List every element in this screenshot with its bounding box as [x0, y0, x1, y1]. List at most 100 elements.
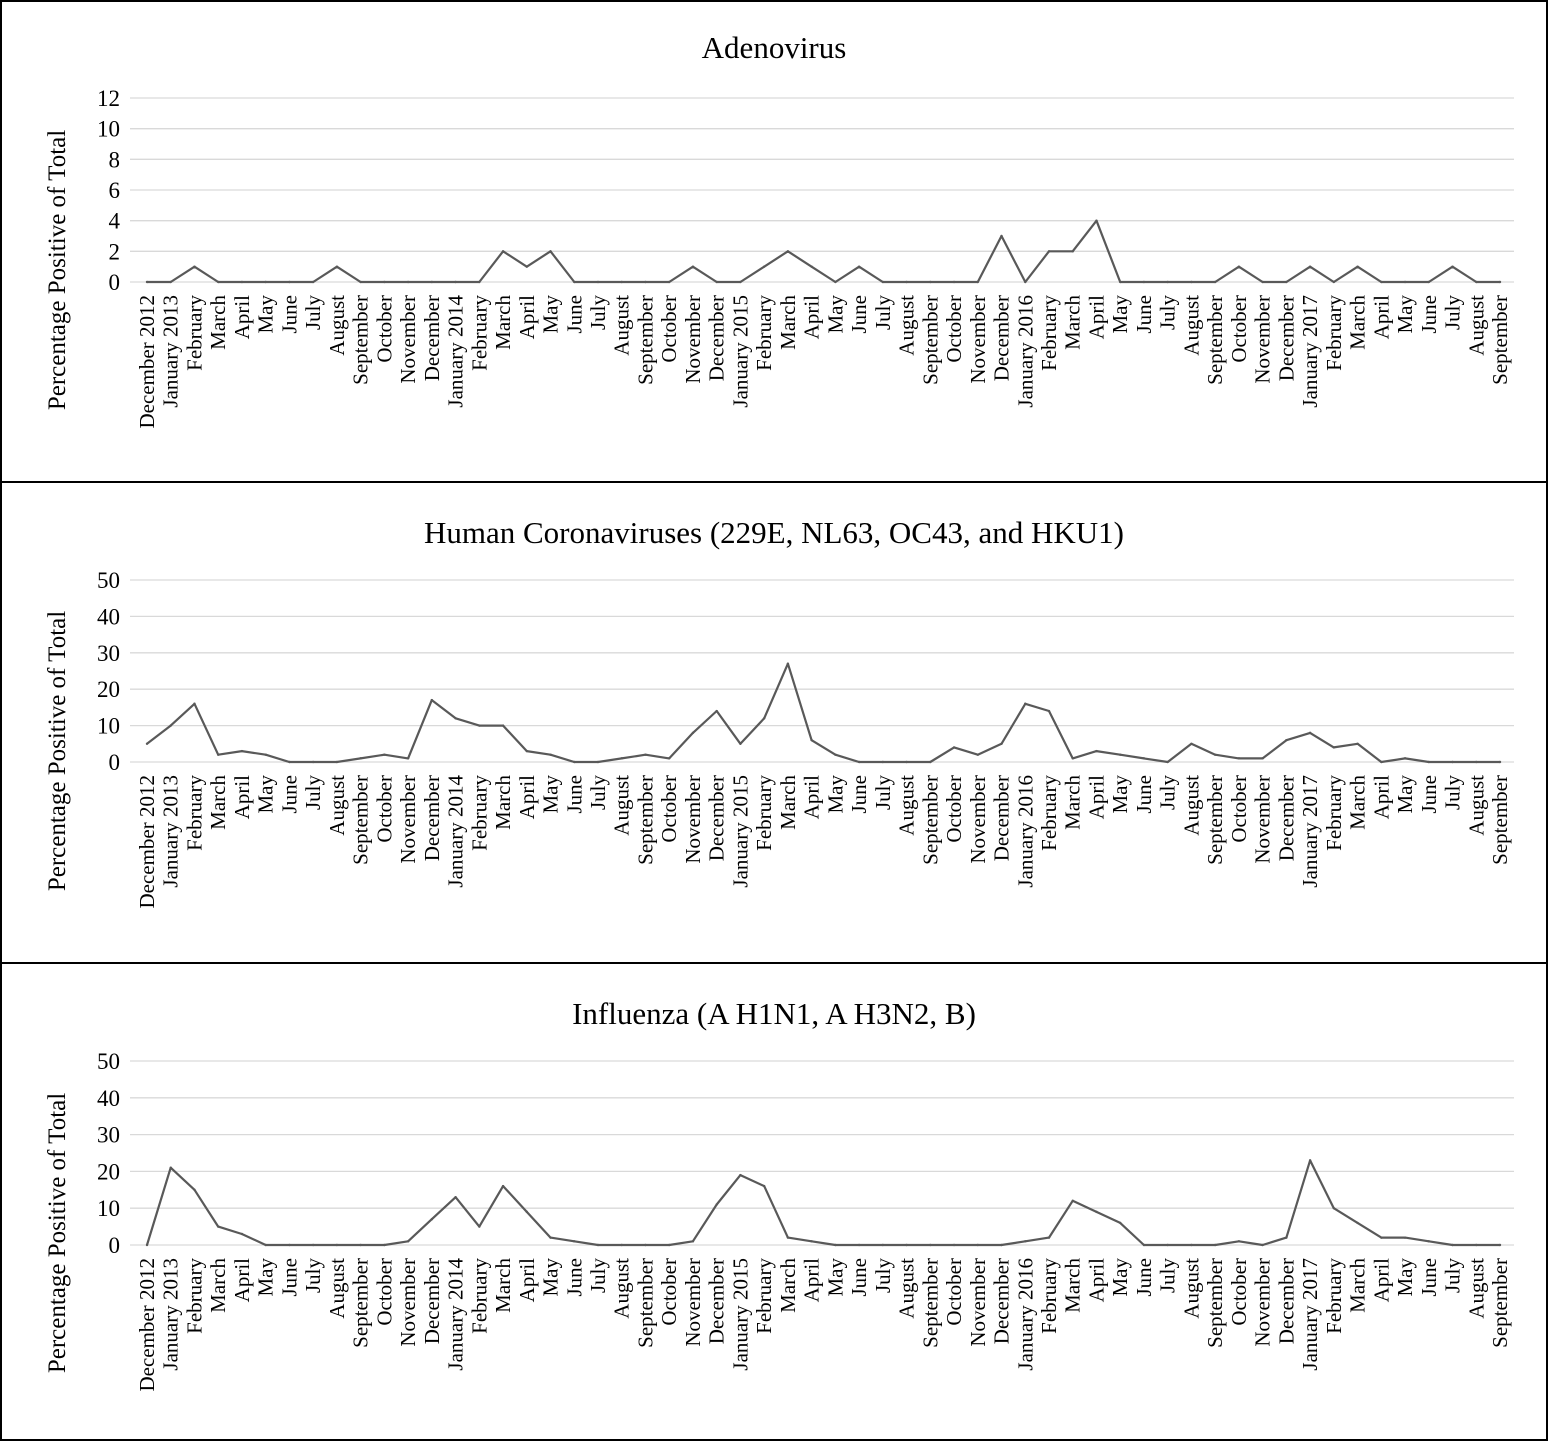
x-tick-label: August	[1464, 1258, 1488, 1319]
data-point	[810, 265, 813, 268]
data-point	[834, 753, 837, 756]
data-point	[240, 1232, 244, 1236]
x-tick-label: September	[1203, 775, 1227, 865]
y-tick-label: 0	[109, 270, 121, 295]
series-line	[145, 1159, 1500, 1247]
x-tick-label: November	[966, 775, 990, 864]
x-tick-label: December	[705, 295, 729, 381]
y-tick-label: 2	[109, 239, 121, 264]
data-point	[1356, 742, 1359, 745]
data-point	[359, 757, 362, 760]
chart-title: Human Coronaviruses (229E, NL63, OC43, a…	[424, 515, 1124, 550]
x-tick-label: May	[1108, 775, 1132, 814]
data-point	[1498, 280, 1502, 284]
x-tick-label: October	[1227, 1258, 1251, 1326]
x-tick-label: September	[349, 775, 373, 865]
x-tick-label: February	[1322, 295, 1346, 371]
x-tick-label: November	[966, 295, 990, 384]
x-tick-label: February	[182, 295, 206, 371]
data-point	[1024, 702, 1027, 705]
y-tick-label: 40	[97, 604, 120, 629]
data-point	[1427, 280, 1430, 284]
x-tick-label: February	[752, 1258, 776, 1334]
x-tick-label: October	[372, 775, 396, 843]
x-tick-label: May	[254, 295, 278, 334]
data-point	[762, 265, 766, 268]
x-tick-label: February	[1037, 775, 1061, 851]
data-point	[335, 760, 339, 764]
x-tick-label: November	[1251, 295, 1275, 384]
x-tick-label: April	[1369, 295, 1393, 339]
data-point	[905, 1243, 908, 1247]
data-point	[929, 760, 932, 764]
x-tick-label: November	[396, 775, 420, 864]
x-tick-label: March	[1346, 1258, 1370, 1313]
x-tick-label: August	[610, 1258, 634, 1319]
x-tick-label: October	[942, 295, 966, 363]
x-tick-label: January 2013	[159, 775, 183, 888]
data-point	[644, 1243, 647, 1247]
x-tick-label: June	[562, 775, 586, 814]
y-axis-label: Percentage Positive of Total	[44, 1093, 71, 1373]
y-tick-label: 10	[97, 1196, 120, 1221]
data-point	[1237, 265, 1241, 268]
x-tick-label: January 2015	[728, 1258, 752, 1371]
y-tick-label: 40	[97, 1086, 120, 1111]
data-point	[929, 280, 932, 284]
data-point	[573, 760, 576, 764]
x-tick-label: July	[1156, 1258, 1180, 1294]
x-tick-label: December	[1274, 775, 1298, 861]
data-point	[596, 280, 600, 284]
data-point	[1119, 280, 1122, 284]
y-axis-label: Percentage Positive of Total	[44, 130, 71, 410]
data-point	[145, 742, 149, 745]
x-tick-label: November	[966, 1258, 990, 1347]
x-tick-label: August	[1179, 1258, 1203, 1319]
x-tick-label: March	[206, 1258, 230, 1313]
x-tick-label: April	[800, 1258, 824, 1302]
data-point	[1119, 1221, 1122, 1225]
chart-svg-adenovirus: Adenovirus 0 2 4 6 8 10 12 Percentage Positive o…	[44, 30, 1514, 429]
data-point	[193, 702, 196, 705]
x-tick-label: August	[610, 295, 634, 356]
x-tick-label: April	[230, 295, 254, 339]
data-point	[691, 731, 695, 735]
data-point	[857, 265, 861, 268]
data-point	[952, 280, 956, 284]
x-tick-label: May	[823, 775, 847, 814]
x-tick-label: October	[942, 1258, 966, 1326]
x-tick-label: May	[1393, 295, 1417, 334]
data-point	[1356, 265, 1359, 268]
y-axis-label: Percentage Positive of Total	[44, 611, 71, 891]
x-tick-label: May	[823, 295, 847, 334]
x-tick-label: December	[990, 1258, 1014, 1344]
data-point	[881, 760, 885, 764]
chart-svg-influenza-a-h1n1-a-h: Influenza (A H1N1, A H3N2, B) 0 10 20 30 40 50…	[44, 996, 1514, 1392]
y-tick-label: 10	[97, 117, 120, 142]
data-point	[1308, 731, 1312, 735]
x-tick-label: August	[1464, 775, 1488, 836]
panel-adenovirus: Adenovirus 0 2 4 6 8 10 12 Percentage Positive o…	[0, 0, 1548, 483]
x-tick-label: December	[705, 775, 729, 861]
data-point	[786, 250, 790, 253]
data-point	[359, 280, 362, 284]
x-tick-label: June	[1132, 775, 1156, 814]
x-tick-label: December	[1274, 295, 1298, 381]
data-point	[549, 250, 552, 253]
x-tick-label: April	[800, 295, 824, 339]
x-tick-label: June	[1417, 775, 1441, 814]
x-tick-label: September	[633, 295, 657, 385]
data-point	[406, 280, 410, 284]
data-point	[620, 280, 623, 284]
data-point	[264, 753, 267, 756]
x-tick-label: April	[1369, 1258, 1393, 1302]
data-point	[1166, 1243, 1169, 1247]
x-tick-label: April	[800, 775, 824, 819]
x-tick-label: September	[1488, 775, 1512, 865]
x-tick-label: May	[539, 775, 563, 814]
x-tick-label: August	[325, 1258, 349, 1319]
data-point	[691, 1240, 695, 1243]
data-point	[810, 738, 813, 742]
x-tick-label: January 2014	[444, 295, 468, 408]
x-tick-label: July	[1156, 775, 1180, 811]
